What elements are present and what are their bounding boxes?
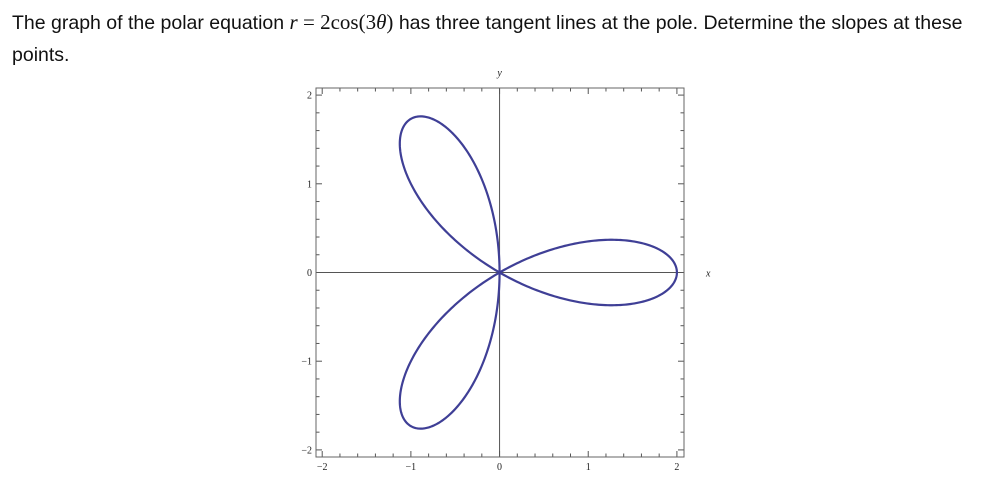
- y-tick-label: −1: [301, 357, 312, 368]
- x-tick-label: −1: [406, 462, 417, 473]
- x-tick-label: 2: [674, 462, 679, 473]
- equation-rhs: = 2cos(3: [297, 10, 377, 34]
- plot-frame: [315, 87, 685, 458]
- y-tick-label: 1: [307, 179, 312, 190]
- y-tick-label: 0: [307, 268, 312, 279]
- y-tick-label: 2: [307, 91, 312, 102]
- rose-curve: [398, 115, 679, 430]
- equation-close: ): [386, 10, 394, 34]
- question-text: The graph of the polar equation r = 2cos…: [12, 6, 982, 71]
- x-tick-label: −2: [317, 462, 328, 473]
- x-tick-label: 0: [497, 462, 502, 473]
- x-tick-label: 1: [586, 462, 591, 473]
- equation: r = 2cos(3θ): [290, 10, 394, 34]
- y-tick-label: −2: [301, 445, 312, 456]
- x-axis-label: x: [705, 269, 711, 280]
- equation-theta: θ: [376, 10, 387, 34]
- question-rest: has three tangent lines at the pole. Det…: [12, 12, 963, 66]
- y-axis-label: y: [496, 68, 502, 79]
- question-intro: The graph of the polar equation: [12, 12, 290, 34]
- equation-variable: r: [289, 10, 298, 34]
